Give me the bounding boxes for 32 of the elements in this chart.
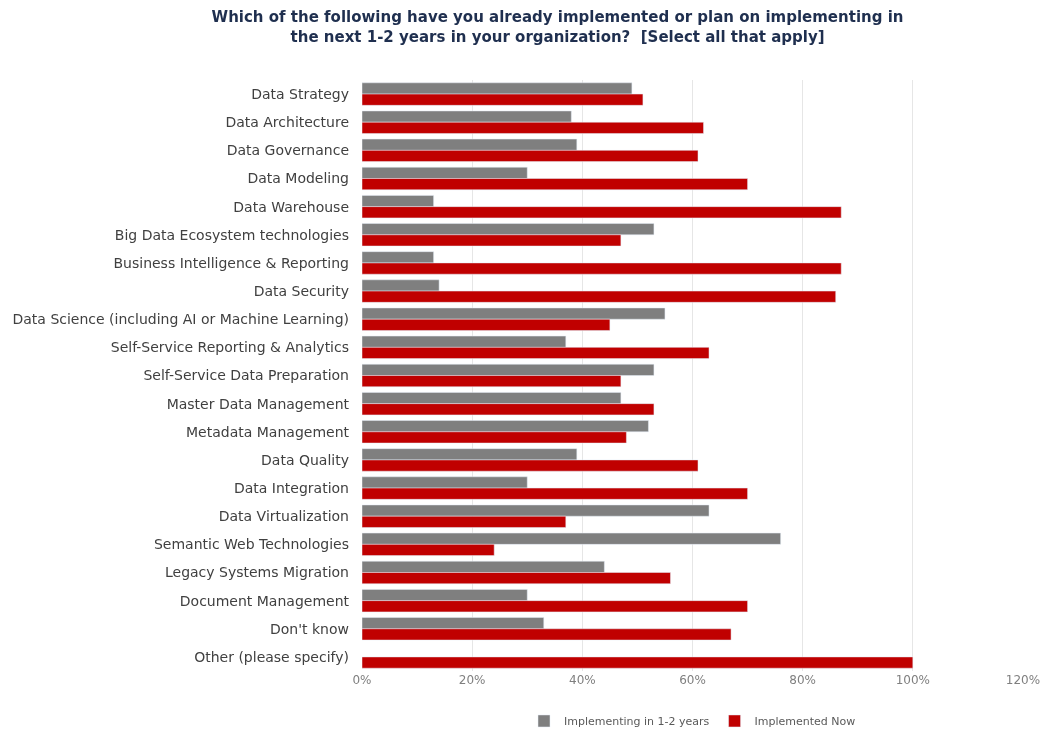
y-tick-label: Self-Service Data Preparation: [143, 367, 349, 384]
y-tick-label: Semantic Web Technologies: [153, 536, 349, 553]
y-tick-label: Big Data Ecosystem technologies: [114, 226, 349, 243]
y-tick-label: Don't know: [269, 620, 349, 637]
x-tick-label: 120%: [1005, 673, 1041, 687]
y-tick-label: Master Data Management: [166, 395, 350, 412]
y-tick-label: Data Science (including AI or Machine Learning): [12, 311, 349, 328]
y-tick-label: Data Strategy: [251, 85, 349, 102]
y-tick-label: Metadata Management: [186, 423, 350, 440]
y-tick-label: Document Management: [179, 592, 350, 609]
y-tick-label: Data Governance: [226, 142, 349, 159]
y-tick-label: Data Security: [253, 282, 349, 299]
y-tick-label: Data Quality: [261, 451, 349, 468]
bar: [362, 656, 914, 669]
x-tick-label: 0%: [352, 673, 372, 687]
y-tick-label: Self-Service Reporting & Analytics: [110, 339, 349, 356]
x-tick-label: 20%: [458, 673, 486, 687]
chart-title: Which of the following have you already implemented or plan on implementing in the next 1-2 years in your organization? [Select all that apply]: [211, 8, 904, 46]
y-tick-label: Data Warehouse: [233, 198, 349, 215]
y-tick-label: Legacy Systems Migration: [164, 564, 349, 581]
y-tick-label: Data Integration: [233, 479, 349, 496]
y-tick-label: Data Architecture: [225, 114, 349, 131]
x-tick-label: 100%: [895, 673, 930, 687]
x-tick-label: 40%: [568, 673, 596, 687]
x-tick-label: 60%: [679, 673, 706, 687]
y-tick-label: Data Modeling: [247, 170, 349, 187]
y-tick-label: Data Virtualization: [218, 508, 349, 525]
legend-label: Implemented Now: [754, 715, 856, 729]
y-tick-label: Business Intelligence & Reporting: [113, 254, 349, 271]
x-tick-label: 80%: [789, 673, 817, 687]
y-tick-label: Other (please specify): [194, 648, 349, 665]
legend-label: Implementing in 1-2 years: [564, 715, 710, 729]
